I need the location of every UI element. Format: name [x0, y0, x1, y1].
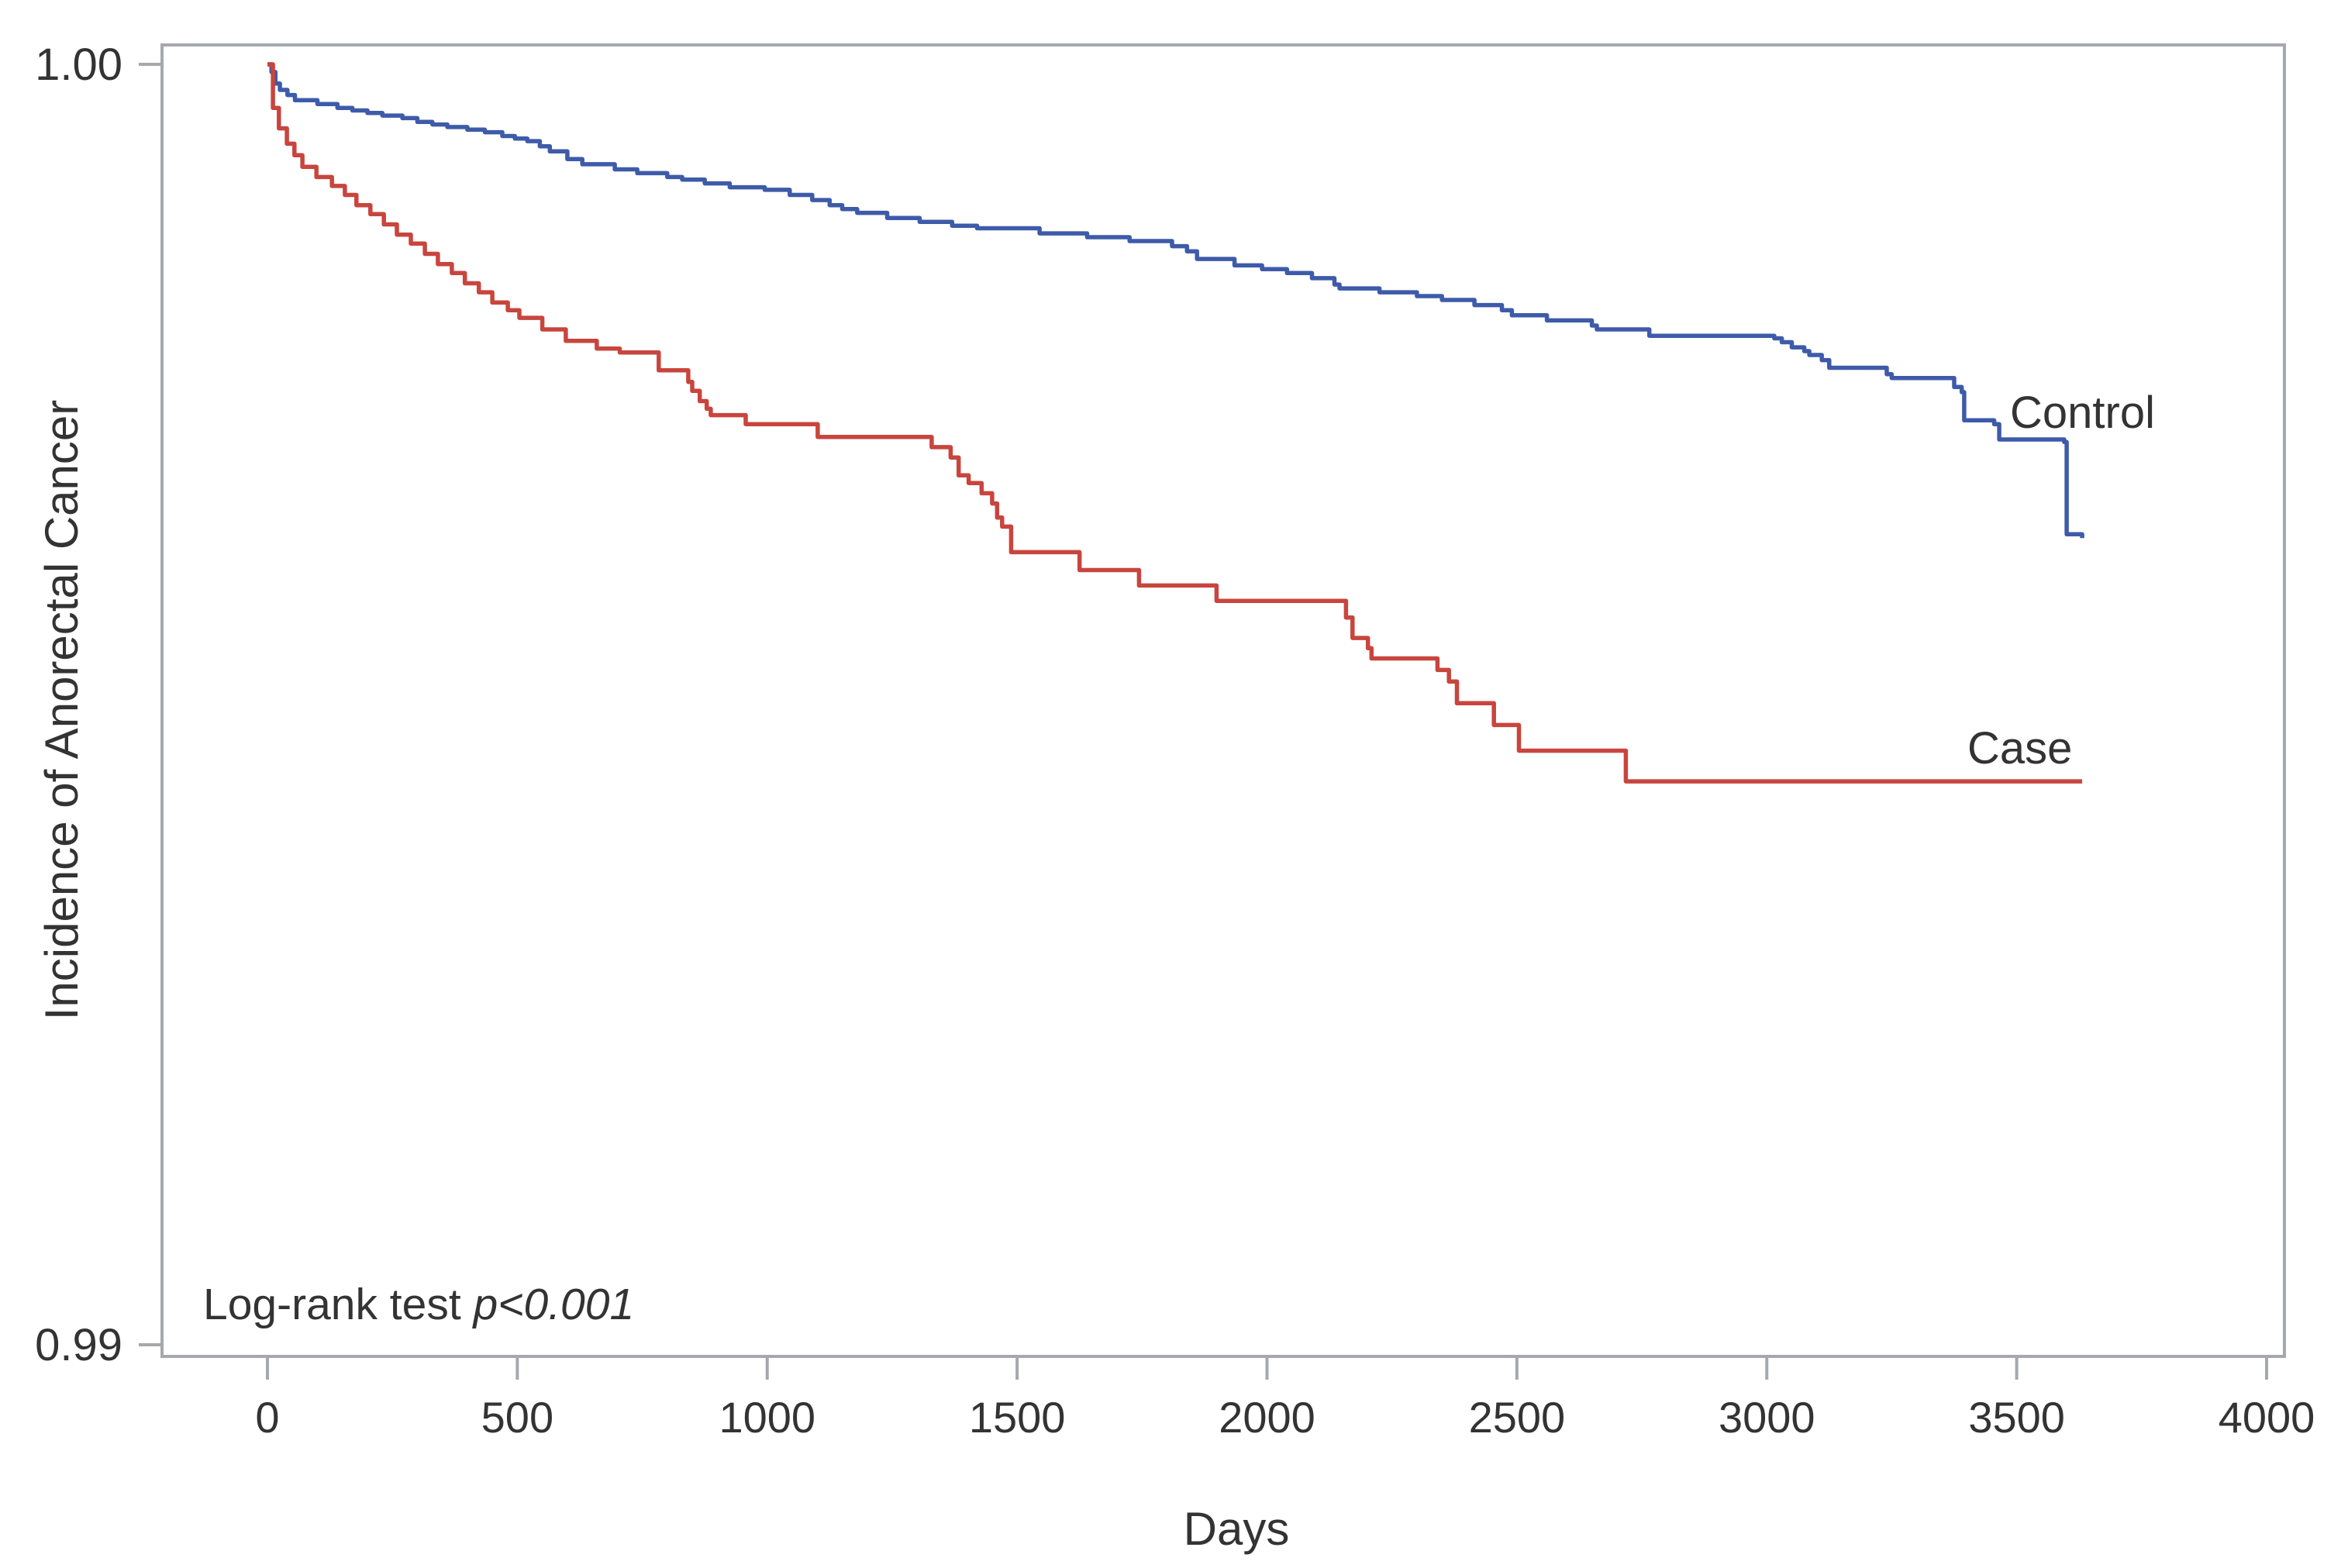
y-tick-label: 0.99 [35, 1320, 122, 1370]
x-tick-label: 1500 [969, 1393, 1066, 1442]
x-tick-label: 3000 [1719, 1393, 1815, 1442]
x-tick-label: 500 [481, 1393, 553, 1442]
logrank-annotation-prefix: Log-rank test [203, 1280, 474, 1329]
plot-frame [160, 43, 2286, 1358]
x-tick-label: 0 [255, 1393, 279, 1442]
control-curve [267, 62, 2084, 539]
case-label: Case [1967, 723, 2072, 774]
y-axis-title: Incidence of Anorectal Cancer [36, 400, 88, 1020]
x-tick-label: 2500 [1469, 1393, 1566, 1442]
x-tick-label: 3500 [1968, 1393, 2065, 1442]
x-tick-label: 1000 [719, 1393, 815, 1442]
case-curve [267, 62, 2083, 784]
x-tick-label: 4000 [2219, 1393, 2315, 1442]
x-tick-label: 2000 [1219, 1393, 1315, 1442]
control-label: Control [2010, 388, 2155, 438]
x-axis-title: Days [1184, 1503, 1290, 1555]
logrank-annotation: Log-rank test p<0.001 [203, 1280, 634, 1329]
y-tick-label: 1.00 [35, 40, 122, 90]
logrank-annotation-pvalue: p<0.001 [472, 1280, 635, 1329]
